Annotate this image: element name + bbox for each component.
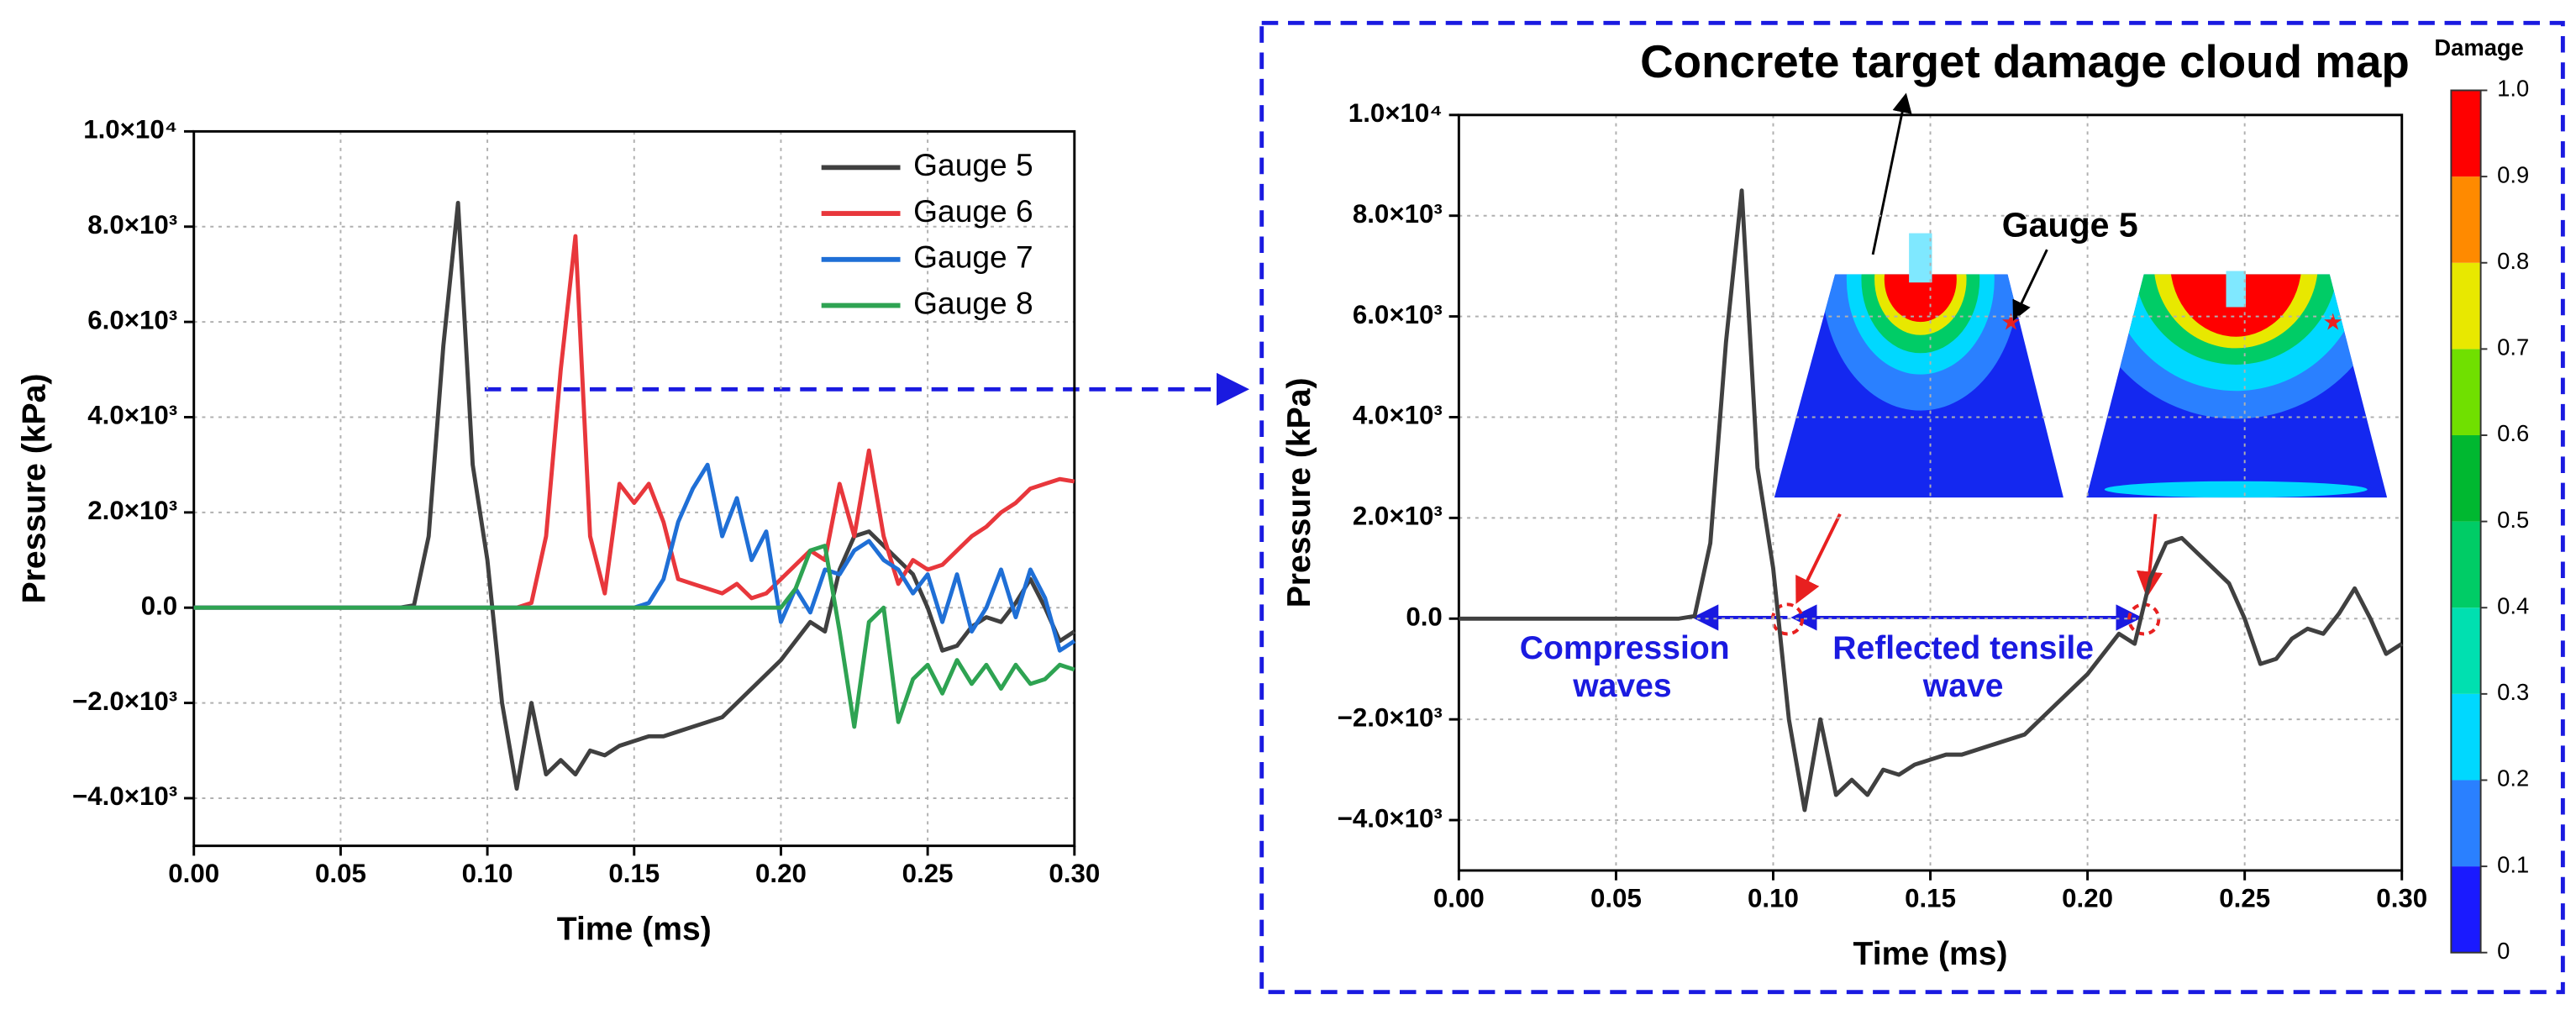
colorbar-label: 0.6	[2497, 420, 2529, 446]
colorbar-label: 0.3	[2497, 679, 2529, 705]
x-tick-label: 0.15	[608, 859, 660, 888]
colorbar-label: 1.0	[2497, 76, 2529, 102]
x-tick-label: 0.05	[1590, 883, 1642, 912]
y-tick-label: 0.0	[1406, 602, 1442, 632]
colorbar-label: 0.5	[2497, 507, 2529, 533]
legend-label: Gauge 5	[913, 147, 1033, 182]
series-line	[1459, 188, 2404, 813]
panel-frame	[1259, 20, 2565, 995]
x-tick-label: 0.25	[2219, 883, 2270, 912]
y-tick-label: 4.0×10³	[87, 401, 177, 430]
legend-label: Gauge 8	[913, 285, 1033, 320]
x-tick-label: 0.00	[168, 859, 219, 888]
y-tick-label: 6.0×10³	[1353, 300, 1443, 329]
colorbar-label: 0	[2497, 938, 2510, 964]
colorbar-band	[2451, 521, 2481, 608]
gauge-marker: ★	[2322, 308, 2343, 334]
damage-map-2	[2086, 274, 2388, 498]
y-tick-label: 6.0×10³	[87, 305, 177, 334]
x-tick-label: 0.00	[1433, 883, 1485, 912]
x-axis-label: Time (ms)	[557, 912, 712, 948]
y-tick-label: 4.0×10³	[1353, 401, 1443, 430]
x-tick-label: 0.05	[315, 859, 366, 888]
pointer-arrow	[1871, 92, 1912, 255]
x-axis-label: Time (ms)	[1853, 936, 2008, 972]
y-tick-label: 8.0×10³	[1353, 199, 1443, 229]
colorbar-label: 0.4	[2497, 592, 2529, 618]
y-tick-label: 0.0	[141, 592, 177, 621]
pointer-arrow	[2012, 249, 2048, 321]
y-tick-label: 1.0×10⁴	[1348, 98, 1443, 128]
x-tick-label: 0.15	[1905, 883, 1956, 912]
colorbar-band	[2451, 866, 2481, 953]
series-line	[193, 462, 1076, 653]
colorbar-label: 0.1	[2497, 851, 2529, 877]
colorbar-label: 0.2	[2497, 765, 2529, 791]
colorbar-label: 0.9	[2497, 161, 2529, 187]
x-tick-label: 0.10	[462, 859, 513, 888]
y-tick-label: 2.0×10³	[87, 496, 177, 525]
x-tick-label: 0.10	[1748, 883, 1799, 912]
plot-frame	[1457, 113, 2404, 872]
x-tick-label: 0.30	[2376, 883, 2427, 912]
colorbar-title: Damage	[2434, 34, 2523, 60]
colorbar-band	[2451, 262, 2481, 350]
crater	[1909, 233, 1932, 283]
x-tick-label: 0.25	[902, 859, 954, 888]
x-tick-label: 0.20	[2062, 883, 2113, 912]
y-tick-label: −4.0×10³	[72, 781, 177, 811]
y-axis-label: Pressure (kPa)	[1281, 378, 1317, 608]
y-tick-label: 2.0×10³	[1353, 502, 1443, 531]
colorbar-band	[2451, 176, 2481, 263]
legend-label: Gauge 6	[913, 193, 1033, 229]
colorbar-band	[2451, 607, 2481, 694]
y-tick-label: −2.0×10³	[1338, 702, 1443, 732]
x-tick-label: 0.30	[1049, 859, 1100, 888]
map-title: Concrete target damage cloud map	[1640, 36, 2410, 87]
series-line	[193, 544, 1075, 729]
y-tick-label: −2.0×10³	[72, 686, 177, 716]
colorbar-label: 0.8	[2497, 248, 2529, 274]
compression-label: Compression waves	[1519, 630, 1730, 705]
colorbar-band	[2451, 434, 2481, 522]
colorbar-band	[2451, 780, 2481, 867]
gauge-label: Gauge 5	[2001, 207, 2138, 245]
colorbar-band	[2451, 693, 2481, 781]
damage-map-1	[1774, 274, 2063, 498]
y-tick-label: −4.0×10³	[1338, 803, 1443, 833]
reflected-label: Reflected tensile wave	[1832, 630, 2095, 705]
x-tick-label: 0.20	[755, 859, 807, 888]
y-tick-label: 1.0×10⁴	[83, 115, 177, 145]
colorbar-label: 0.7	[2497, 334, 2529, 360]
y-axis-label: Pressure (kPa)	[16, 374, 52, 604]
legend-label: Gauge 7	[913, 239, 1033, 275]
pointer-arrow	[1795, 513, 1842, 604]
colorbar-band	[2451, 349, 2481, 435]
plot-frame	[192, 129, 1076, 848]
crater	[2226, 271, 2246, 308]
y-tick-label: 8.0×10³	[87, 210, 177, 239]
colorbar-band	[2451, 90, 2481, 177]
